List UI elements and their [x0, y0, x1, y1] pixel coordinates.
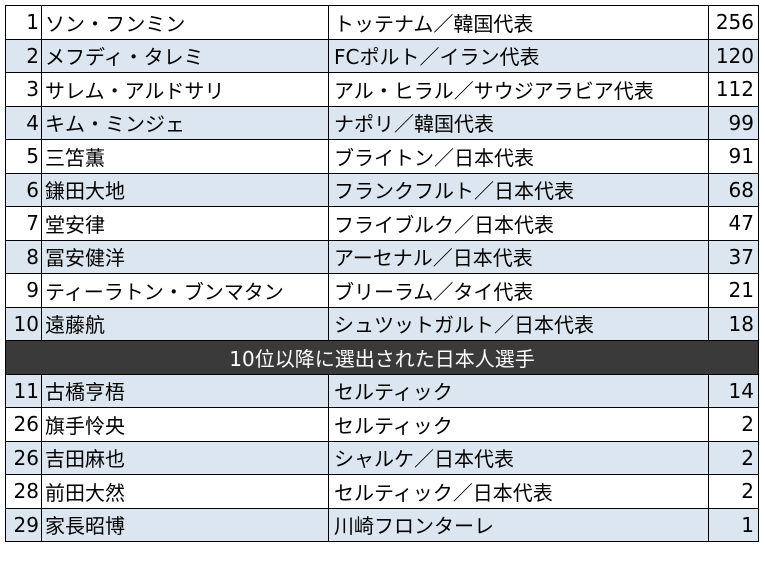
team-cell: フライブルク／日本代表: [328, 206, 709, 241]
rank-cell: 2: [5, 38, 42, 73]
votes-cell: 112: [708, 72, 759, 107]
rank-cell: 11: [5, 373, 42, 408]
rank-cell: 28: [5, 474, 42, 509]
rank-cell: 1: [5, 5, 42, 40]
table-row: 11 古橋亨梧 セルティック 14: [5, 373, 759, 408]
ranking-table: 1 ソン・フンミン トッテナム／韓国代表 256 2 メフディ・タレミ FCポル…: [5, 5, 759, 542]
team-cell: アーセナル／日本代表: [328, 239, 709, 274]
player-name-cell: 前田大然: [41, 474, 329, 509]
votes-cell: 47: [708, 206, 759, 241]
table-row: 29 家長昭博 川崎フロンターレ 1: [5, 507, 759, 542]
table-row: 10 遠藤航 シュツットガルト／日本代表 18: [5, 306, 759, 341]
table-row: 4 キム・ミンジェ ナポリ／韓国代表 99: [5, 105, 759, 140]
votes-cell: 91: [708, 139, 759, 174]
table-row: 26 吉田麻也 シャルケ／日本代表 2: [5, 440, 759, 475]
votes-cell: 21: [708, 273, 759, 308]
team-cell: アル・ヒラル／サウジアラビア代表: [328, 72, 709, 107]
team-cell: セルティック: [328, 373, 709, 408]
table-row: 8 冨安健洋 アーセナル／日本代表 37: [5, 239, 759, 274]
team-cell: セルティック／日本代表: [328, 474, 709, 509]
rank-cell: 3: [5, 72, 42, 107]
player-name-cell: 三笘薫: [41, 139, 329, 174]
table-row: 26 旗手怜央 セルティック 2: [5, 407, 759, 442]
section-divider-label: 10位以降に選出された日本人選手: [5, 340, 759, 375]
votes-cell: 120: [708, 38, 759, 73]
team-cell: ブライトン／日本代表: [328, 139, 709, 174]
rank-cell: 5: [5, 139, 42, 174]
player-name-cell: サレム・アルドサリ: [41, 72, 329, 107]
votes-cell: 2: [708, 474, 759, 509]
team-cell: フランクフルト／日本代表: [328, 172, 709, 207]
table-row: 1 ソン・フンミン トッテナム／韓国代表 256: [5, 5, 759, 40]
table-row: 9 ティーラトン・ブンマタン ブリーラム／タイ代表 21: [5, 273, 759, 308]
votes-cell: 256: [708, 5, 759, 40]
team-cell: ナポリ／韓国代表: [328, 105, 709, 140]
player-name-cell: メフディ・タレミ: [41, 38, 329, 73]
team-cell: トッテナム／韓国代表: [328, 5, 709, 40]
table-row: 6 鎌田大地 フランクフルト／日本代表 68: [5, 172, 759, 207]
table-row: 5 三笘薫 ブライトン／日本代表 91: [5, 139, 759, 174]
rank-cell: 7: [5, 206, 42, 241]
table-row: 28 前田大然 セルティック／日本代表 2: [5, 474, 759, 509]
rank-cell: 4: [5, 105, 42, 140]
player-name-cell: 冨安健洋: [41, 239, 329, 274]
table-row: 2 メフディ・タレミ FCポルト／イラン代表 120: [5, 38, 759, 73]
team-cell: ブリーラム／タイ代表: [328, 273, 709, 308]
player-name-cell: キム・ミンジェ: [41, 105, 329, 140]
player-name-cell: 吉田麻也: [41, 440, 329, 475]
table-row: 3 サレム・アルドサリ アル・ヒラル／サウジアラビア代表 112: [5, 72, 759, 107]
team-cell: 川崎フロンターレ: [328, 507, 709, 542]
rank-cell: 26: [5, 440, 42, 475]
rank-cell: 8: [5, 239, 42, 274]
player-name-cell: 家長昭博: [41, 507, 329, 542]
votes-cell: 1: [708, 507, 759, 542]
player-name-cell: 堂安律: [41, 206, 329, 241]
rank-cell: 9: [5, 273, 42, 308]
table-row: 7 堂安律 フライブルク／日本代表 47: [5, 206, 759, 241]
team-cell: セルティック: [328, 407, 709, 442]
player-name-cell: ソン・フンミン: [41, 5, 329, 40]
player-name-cell: 遠藤航: [41, 306, 329, 341]
votes-cell: 99: [708, 105, 759, 140]
rank-cell: 29: [5, 507, 42, 542]
player-name-cell: 鎌田大地: [41, 172, 329, 207]
votes-cell: 2: [708, 407, 759, 442]
votes-cell: 37: [708, 239, 759, 274]
votes-cell: 14: [708, 373, 759, 408]
team-cell: シャルケ／日本代表: [328, 440, 709, 475]
rank-cell: 26: [5, 407, 42, 442]
team-cell: FCポルト／イラン代表: [328, 38, 709, 73]
votes-cell: 2: [708, 440, 759, 475]
votes-cell: 68: [708, 172, 759, 207]
player-name-cell: 旗手怜央: [41, 407, 329, 442]
ranking-table-wrapper: 1 ソン・フンミン トッテナム／韓国代表 256 2 メフディ・タレミ FCポル…: [5, 5, 759, 542]
rank-cell: 10: [5, 306, 42, 341]
section-divider-row: 10位以降に選出された日本人選手: [5, 340, 759, 375]
rank-cell: 6: [5, 172, 42, 207]
player-name-cell: ティーラトン・ブンマタン: [41, 273, 329, 308]
player-name-cell: 古橋亨梧: [41, 373, 329, 408]
team-cell: シュツットガルト／日本代表: [328, 306, 709, 341]
votes-cell: 18: [708, 306, 759, 341]
